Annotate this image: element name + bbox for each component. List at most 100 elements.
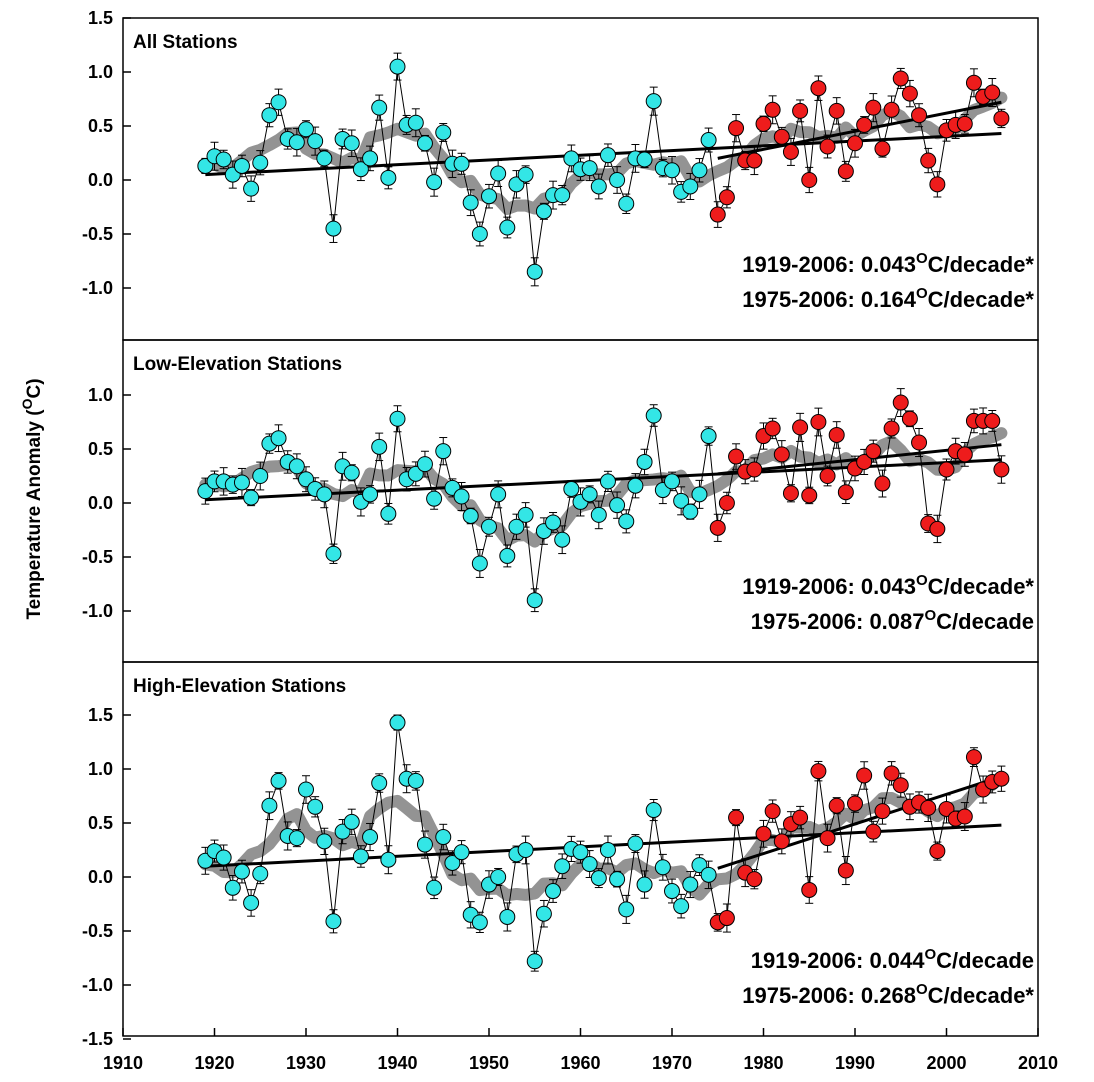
data-point	[371, 99, 388, 116]
data-point	[572, 844, 589, 861]
y-tick-label: 0.0	[88, 867, 113, 887]
data-point	[929, 843, 946, 860]
data-point	[535, 203, 552, 220]
data-point	[554, 531, 571, 548]
data-point	[682, 178, 699, 195]
data-point	[270, 772, 287, 789]
trend-label-2: 1975-2006: 0.164OC/decade*	[742, 285, 1034, 312]
data-point	[673, 898, 690, 915]
data-point	[837, 484, 854, 501]
data-point	[224, 879, 241, 896]
data-point	[892, 777, 909, 794]
data-point	[901, 85, 918, 102]
trend-label-1: 1919-2006: 0.043OC/decade*	[742, 572, 1034, 599]
y-tick-label: -1.0	[82, 601, 113, 621]
y-tick-label: -1.0	[82, 278, 113, 298]
data-point	[819, 138, 836, 155]
data-point	[746, 871, 763, 888]
data-point	[517, 166, 534, 183]
data-point	[435, 124, 452, 141]
y-axis-title: Temperature Anomaly (OC)	[19, 378, 45, 619]
data-point	[563, 480, 580, 497]
data-point	[288, 134, 305, 151]
data-point	[380, 169, 397, 186]
data-point	[700, 132, 717, 149]
data-point	[636, 151, 653, 168]
data-point	[526, 263, 543, 280]
data-point	[462, 507, 479, 524]
data-point	[334, 823, 351, 840]
data-point	[801, 172, 818, 188]
data-point	[233, 157, 250, 174]
trend-line-2	[717, 775, 1002, 870]
data-point	[599, 842, 616, 858]
data-point	[911, 434, 928, 451]
data-point	[362, 486, 379, 503]
data-point	[691, 857, 708, 874]
data-point	[490, 869, 507, 885]
data-point	[856, 116, 873, 133]
data-point	[233, 863, 250, 880]
data-point	[599, 147, 616, 164]
data-point	[352, 161, 369, 178]
data-point	[435, 443, 452, 460]
data-point	[233, 474, 250, 491]
data-point	[819, 468, 836, 484]
data-point	[371, 775, 388, 792]
data-point	[325, 913, 342, 930]
data-point	[581, 486, 598, 503]
data-point	[718, 189, 735, 206]
data-point	[252, 154, 269, 171]
data-point	[499, 219, 516, 236]
x-tick-label: 1910	[103, 1053, 143, 1073]
data-point	[563, 150, 580, 167]
data-point	[416, 836, 433, 853]
data-point	[682, 876, 699, 893]
data-point	[197, 483, 214, 500]
data-point	[773, 833, 790, 850]
data-point	[627, 835, 644, 852]
data-point	[490, 486, 507, 503]
data-point	[810, 80, 827, 97]
trend-label-1: 1919-2006: 0.043OC/decade*	[742, 250, 1034, 277]
y-tick-label: -0.5	[82, 224, 113, 244]
data-point	[298, 781, 314, 798]
data-point	[847, 135, 863, 152]
data-point	[343, 813, 360, 830]
data-point	[462, 194, 479, 211]
data-point	[270, 430, 287, 447]
data-point	[554, 187, 571, 204]
data-point	[764, 420, 781, 437]
data-point	[453, 155, 470, 172]
data-point	[984, 412, 1001, 429]
data-point	[746, 461, 763, 478]
data-point	[883, 420, 900, 437]
x-tick-label: 2010	[1018, 1053, 1058, 1073]
data-point	[307, 133, 324, 150]
data-point	[590, 178, 607, 195]
data-point	[243, 180, 260, 197]
data-point	[728, 448, 745, 465]
data-point	[984, 84, 1001, 101]
data-point	[673, 492, 690, 509]
data-point	[426, 490, 443, 507]
data-point	[508, 518, 525, 535]
data-point	[728, 120, 745, 137]
data-point	[618, 901, 635, 918]
data-point	[618, 513, 635, 530]
x-tick-label: 1930	[286, 1053, 326, 1073]
data-point	[810, 414, 827, 430]
data-point	[362, 829, 379, 846]
data-point	[426, 879, 443, 896]
data-point	[773, 446, 790, 463]
data-point	[426, 174, 443, 191]
data-point	[938, 800, 955, 817]
data-point	[197, 852, 214, 869]
data-point	[581, 160, 598, 177]
data-point	[755, 825, 772, 842]
y-tick-label: -0.5	[82, 921, 113, 941]
data-point	[609, 172, 626, 188]
data-point	[526, 592, 543, 609]
data-point	[874, 140, 891, 157]
x-tick-label: 1920	[194, 1053, 234, 1073]
